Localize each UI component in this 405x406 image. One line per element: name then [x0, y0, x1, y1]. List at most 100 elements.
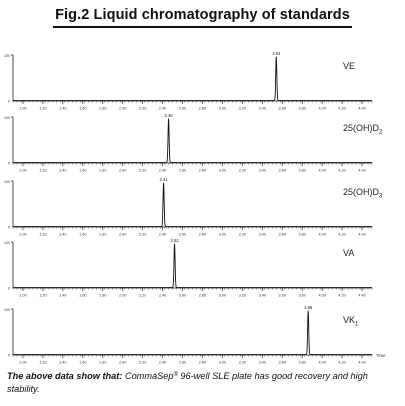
x-tick-label: 4.20: [338, 106, 345, 110]
x-tick-label: 3.60: [279, 106, 286, 110]
x-tick-label: 4.40: [358, 106, 365, 110]
x-tick-label: 3.80: [298, 360, 305, 364]
x-tick-label: 3.00: [219, 360, 226, 364]
x-tick-label: 1.00: [19, 232, 26, 236]
x-tick-label: 2.80: [199, 293, 206, 297]
analyte-label: VE: [343, 61, 355, 71]
chromatogram-stack: 100 0 1.00 1.20 1.40 1.60 1.80 2.00 2.20 2.40 2.60…: [4, 51, 386, 364]
x-tick-label: 1.20: [39, 168, 46, 172]
note-lead: The above data show that:: [7, 371, 123, 381]
x-tick-label: 2.60: [179, 106, 186, 110]
x-tick-label: 3.20: [239, 168, 246, 172]
peak-label: 2.41: [160, 177, 169, 182]
conclusion-note: The above data show that: CommaSep® 96-w…: [7, 369, 399, 395]
x-tick-label: 1.20: [39, 360, 46, 364]
x-tick-label: 1.20: [39, 293, 46, 297]
x-tick-label: 4.20: [338, 360, 345, 364]
x-tick-label: 1.20: [39, 232, 46, 236]
x-tick-label: 2.00: [119, 106, 126, 110]
x-tick-label: 1.60: [79, 232, 86, 236]
x-tick-label: 3.40: [259, 232, 266, 236]
chromatogram-trace: [13, 182, 372, 228]
y-tick-label: 0: [8, 162, 10, 166]
x-tick-label: 3.80: [298, 293, 305, 297]
note-rest: 96-well SLE plate has good recovery and …: [7, 371, 368, 394]
x-tick-label: 4.00: [318, 360, 325, 364]
x-tick-label: 2.00: [119, 293, 126, 297]
x-tick-label: 3.60: [279, 168, 286, 172]
peak-label: 3.54: [272, 51, 281, 56]
x-tick-label: 4.20: [338, 293, 345, 297]
x-tick-label: 3.80: [298, 232, 305, 236]
x-tick-label: 2.40: [159, 293, 166, 297]
x-tick-label: 2.80: [199, 360, 206, 364]
x-tick-label: 1.40: [59, 106, 66, 110]
x-tick-label: 2.40: [159, 106, 166, 110]
x-tick-label: 4.20: [338, 232, 345, 236]
x-tick-label: 2.00: [119, 360, 126, 364]
x-tick-label: 1.40: [59, 168, 66, 172]
x-tick-label: 2.20: [139, 293, 146, 297]
x-tick-label: 4.00: [318, 168, 325, 172]
chromatogram-trace: [13, 243, 372, 289]
x-axis-label: Time: [376, 353, 386, 358]
analyte-label: 25(OH)D3: [343, 187, 383, 199]
x-tick-label: 2.60: [179, 232, 186, 236]
y-tick-label: 100: [4, 308, 10, 312]
x-tick-label: 2.60: [179, 168, 186, 172]
y-tick-label: 0: [8, 226, 10, 230]
y-tick-label: 100: [4, 180, 10, 184]
x-tick-label: 1.40: [59, 232, 66, 236]
x-tick-label: 3.00: [219, 106, 226, 110]
x-tick-label: 1.60: [79, 360, 86, 364]
x-tick-label: 4.20: [338, 168, 345, 172]
x-tick-label: 2.20: [139, 360, 146, 364]
x-tick-label: 3.80: [298, 168, 305, 172]
y-tick-label: 0: [8, 100, 10, 104]
x-tick-label: 3.20: [239, 360, 246, 364]
x-tick-label: 2.60: [179, 360, 186, 364]
x-tick-label: 4.00: [318, 293, 325, 297]
x-tick-label: 3.60: [279, 232, 286, 236]
chromatogram-trace: [13, 118, 372, 164]
chromatogram-trace: [13, 310, 372, 356]
x-tick-label: 3.40: [259, 293, 266, 297]
x-tick-label: 1.80: [99, 168, 106, 172]
x-tick-label: 2.20: [139, 232, 146, 236]
x-tick-label: 3.80: [298, 106, 305, 110]
peak-label: 3.86: [304, 305, 313, 310]
x-tick-label: 3.20: [239, 106, 246, 110]
y-tick-label: 0: [8, 287, 10, 291]
x-tick-label: 4.40: [358, 232, 365, 236]
x-tick-label: 3.20: [239, 293, 246, 297]
chromatogram-panel: 100 0 1.00 1.20 1.40 1.60 1.80 2.00 2.20 2.40 2.60…: [4, 51, 373, 110]
y-tick-label: 100: [4, 241, 10, 245]
peak-label: 2.46: [164, 113, 173, 118]
x-tick-label: 1.00: [19, 360, 26, 364]
x-tick-label: 1.60: [79, 106, 86, 110]
figure-title: Fig.2 Liquid chromatography of standards: [53, 7, 352, 28]
x-tick-label: 2.40: [159, 232, 166, 236]
analyte-label: 25(OH)D2: [343, 123, 383, 135]
x-tick-label: 1.80: [99, 293, 106, 297]
x-tick-label: 2.20: [139, 106, 146, 110]
x-tick-label: 1.00: [19, 293, 26, 297]
x-tick-label: 2.60: [179, 293, 186, 297]
x-tick-label: 1.80: [99, 106, 106, 110]
x-tick-label: 3.60: [279, 293, 286, 297]
chromatogram-panel: 100 0 1.00 1.20 1.40 1.60 1.80 2.00 2.20 2.40 2.60…: [4, 177, 383, 236]
x-tick-label: 1.00: [19, 106, 26, 110]
x-tick-label: 1.80: [99, 360, 106, 364]
x-tick-label: 1.60: [79, 168, 86, 172]
x-tick-label: 4.40: [358, 293, 365, 297]
x-tick-label: 2.80: [199, 232, 206, 236]
chromatogram-panel: 100 0 1.00 1.20 1.40 1.60 1.80 2.00 2.20 2.40 2.60…: [4, 238, 373, 297]
x-tick-label: 2.80: [199, 106, 206, 110]
note-brand: CommaSep: [124, 371, 174, 381]
figure-title-wrap: Fig.2 Liquid chromatography of standards: [0, 6, 405, 28]
x-tick-label: 2.00: [119, 168, 126, 172]
chromatogram-trace: [13, 56, 372, 102]
peak-label: 2.52: [170, 238, 179, 243]
x-tick-label: 4.40: [358, 360, 365, 364]
x-tick-label: 1.20: [39, 106, 46, 110]
